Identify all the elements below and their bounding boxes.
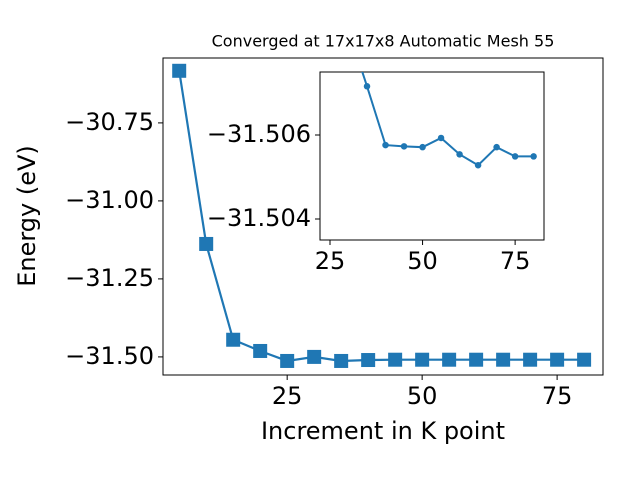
point-marker	[172, 63, 187, 78]
point-marker	[307, 349, 322, 364]
plot-content	[361, 72, 537, 169]
point-marker	[456, 151, 463, 158]
x-tick-label: 75	[542, 382, 573, 410]
x-tick-label: 50	[407, 382, 438, 410]
point-marker	[419, 143, 426, 151]
point-marker	[253, 343, 268, 358]
point-marker	[474, 161, 482, 169]
x-axis-label: Increment in K point	[261, 417, 505, 445]
y-tick-label: −31.50	[65, 342, 154, 370]
y-axis-label: Energy (eV)	[13, 145, 41, 287]
point-marker	[382, 141, 389, 149]
point-marker	[493, 143, 500, 151]
y-tick-label: −31.00	[65, 186, 154, 214]
point-marker	[226, 332, 241, 347]
chart-title: Converged at 17x17x8 Automatic Mesh 55	[212, 32, 555, 51]
point-marker	[400, 143, 408, 150]
x-tick-label: 50	[407, 247, 438, 275]
point-marker	[437, 134, 445, 142]
point-marker	[469, 352, 484, 367]
y-tick-label: −31.506	[207, 120, 311, 148]
y-tick-label: −31.25	[65, 264, 154, 292]
point-marker	[523, 352, 538, 367]
x-tick-label: 75	[500, 247, 531, 275]
point-marker	[361, 353, 376, 368]
point-marker	[199, 236, 214, 251]
point-marker	[415, 352, 430, 367]
point-marker	[334, 353, 349, 368]
point-marker	[496, 352, 511, 367]
x-tick-label: 25	[272, 382, 303, 410]
y-tick-label: −30.75	[65, 108, 154, 136]
point-marker	[530, 153, 537, 160]
plot-content	[172, 63, 592, 368]
y-tick-label: −31.504	[207, 204, 311, 232]
x-tick-label: 25	[315, 247, 346, 275]
point-marker	[550, 352, 565, 367]
point-marker	[280, 353, 295, 368]
point-marker	[442, 352, 457, 367]
point-marker	[388, 352, 403, 367]
plot-area	[319, 71, 545, 241]
point-marker	[363, 83, 371, 90]
point-marker	[577, 352, 592, 367]
series-line	[178, 70, 585, 363]
point-marker	[511, 153, 519, 160]
